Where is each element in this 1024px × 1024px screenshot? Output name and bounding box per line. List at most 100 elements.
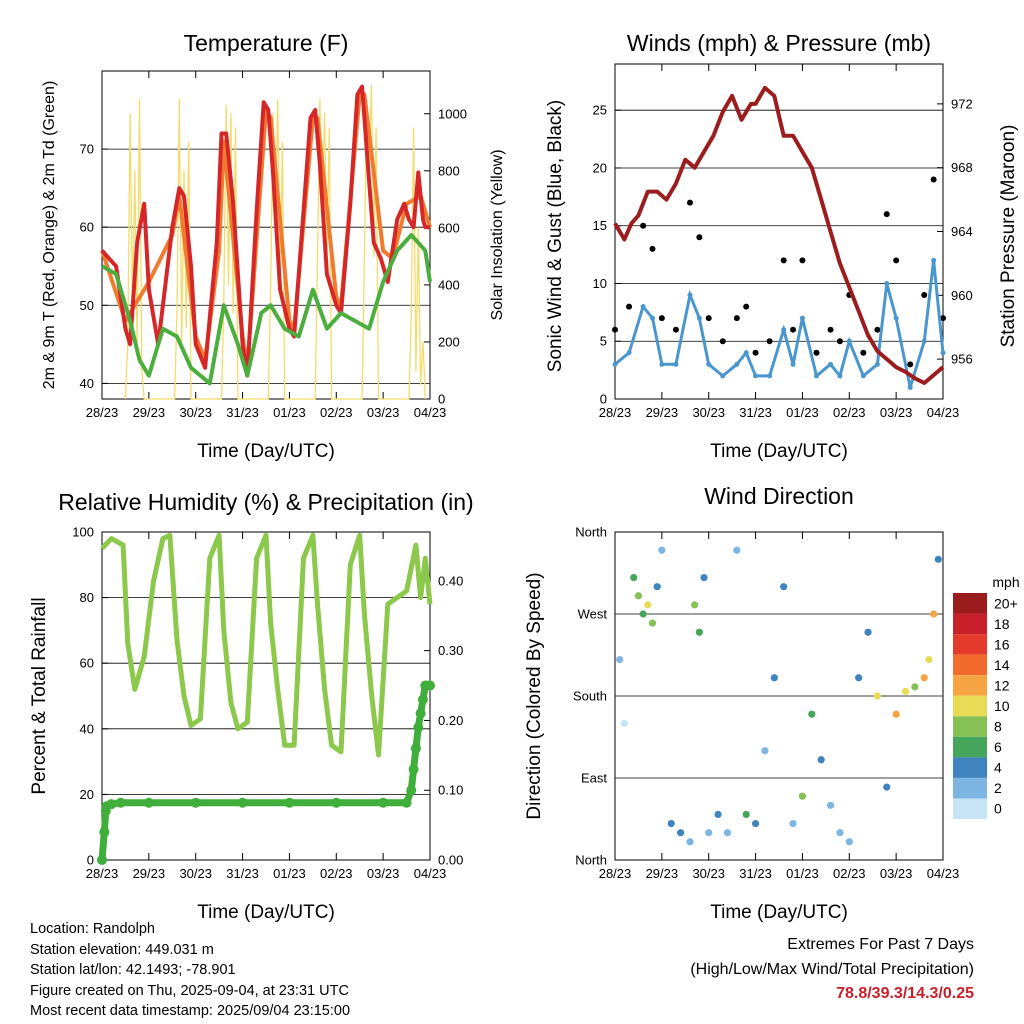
winds-y2-tick-label: 964 bbox=[951, 224, 973, 239]
gust-point bbox=[874, 326, 881, 333]
sonic-wind-point bbox=[696, 315, 702, 321]
colorbar-label: 4 bbox=[994, 760, 1002, 776]
direction-x-tick-label: 02/23 bbox=[833, 866, 866, 881]
winds-title: Winds (mph) & Pressure (mb) bbox=[627, 30, 931, 56]
colorbar-label: 6 bbox=[994, 739, 1002, 755]
rainfall-point bbox=[143, 797, 154, 808]
gust-point bbox=[612, 326, 618, 333]
direction-point bbox=[644, 601, 652, 609]
direction-x-tick-label: 04/23 bbox=[927, 866, 960, 881]
direction-point bbox=[930, 610, 938, 618]
rainfall-point bbox=[190, 797, 201, 808]
pressure-line bbox=[613, 85, 945, 385]
sonic-wind-line bbox=[614, 260, 945, 388]
temperature-y2-tick-label: 600 bbox=[438, 220, 460, 235]
gust-point bbox=[640, 222, 647, 229]
sonic-wind-point bbox=[874, 361, 880, 367]
gust-point bbox=[705, 315, 712, 322]
colorbar-swatch bbox=[953, 613, 987, 635]
direction-point bbox=[648, 619, 657, 627]
temperature-title: Temperature (F) bbox=[184, 30, 349, 56]
humidity-y2-tick-label: 0.10 bbox=[438, 783, 463, 798]
gust-point bbox=[921, 292, 928, 299]
humidity-x-tick-label: 01/23 bbox=[273, 866, 306, 881]
humidity-x-tick-label: 02/23 bbox=[320, 866, 353, 881]
winds-x-tick-label: 28/23 bbox=[599, 405, 632, 420]
sonic-wind-point bbox=[687, 292, 693, 298]
direction-x-tick-label: 03/23 bbox=[880, 866, 913, 881]
figure-created: Figure created on Thu, 2025-09-04, at 23… bbox=[30, 982, 349, 999]
gust-point bbox=[696, 234, 703, 241]
colorbar-swatch bbox=[953, 654, 987, 676]
winds-y-tick-label: 15 bbox=[593, 218, 607, 233]
direction-point bbox=[705, 829, 713, 837]
gust-point bbox=[813, 349, 820, 356]
direction-point bbox=[817, 756, 825, 764]
colorbar-title: mph bbox=[992, 574, 1019, 590]
direction-point bbox=[742, 810, 750, 819]
direction-point bbox=[901, 687, 910, 696]
station-elevation: Station elevation: 449.031 m bbox=[30, 941, 214, 958]
rainfall-point bbox=[378, 797, 389, 808]
rainfall-point bbox=[106, 799, 117, 810]
rainfall-point bbox=[284, 797, 295, 808]
direction-point bbox=[658, 546, 666, 554]
sonic-wind-point bbox=[734, 361, 740, 367]
sonic-wind-point bbox=[931, 257, 937, 263]
gust-point bbox=[686, 199, 693, 206]
direction-point bbox=[691, 601, 699, 609]
humidity-x-label: Time (Day/UTC) bbox=[197, 902, 335, 923]
sonic-wind-point bbox=[659, 361, 665, 367]
temperature-x-tick-label: 03/23 bbox=[367, 405, 400, 420]
direction-point bbox=[751, 819, 760, 828]
extremes-values: 78.8/39.3/14.3/0.25 bbox=[836, 985, 974, 1002]
temperature-y-label-left: 2m & 9m T (Red, Orange) & 2m Td (Green) bbox=[41, 81, 58, 390]
direction-point bbox=[733, 546, 741, 554]
sonic-wind-point bbox=[781, 327, 787, 333]
direction-point bbox=[845, 838, 853, 846]
colorbar-label: 12 bbox=[994, 677, 1010, 693]
winds-y2-tick-label: 968 bbox=[951, 160, 973, 175]
temperature-y-label-right: Solar Insolation (Yellow) bbox=[489, 149, 506, 320]
gust-point bbox=[883, 211, 890, 218]
direction-x-tick-label: 30/23 bbox=[692, 866, 725, 881]
temperature-y2-tick-label: 400 bbox=[438, 277, 460, 292]
rainfall-point bbox=[237, 797, 248, 808]
temperature-x-label: Time (Day/UTC) bbox=[197, 441, 335, 462]
temperature-series-2m-td bbox=[101, 233, 432, 386]
winds-y-tick-label: 20 bbox=[593, 160, 607, 175]
gust-point bbox=[799, 257, 806, 264]
direction-point bbox=[630, 573, 638, 582]
direction-x-tick-label: 01/23 bbox=[786, 866, 819, 881]
temperature-y2-tick-label: 0 bbox=[438, 392, 445, 407]
humidity-x-tick-label: 30/23 bbox=[179, 866, 212, 881]
direction-point bbox=[780, 583, 788, 591]
temperature-x-tick-label: 29/23 bbox=[133, 405, 166, 420]
direction-y-label-left: Direction (Colored By Speed) bbox=[524, 572, 545, 819]
sonic-wind-point bbox=[846, 338, 852, 344]
gust-point bbox=[649, 245, 656, 252]
relative-humidity-line bbox=[100, 532, 433, 758]
direction-point bbox=[892, 710, 900, 718]
winds-y2-tick-label: 972 bbox=[951, 96, 973, 111]
gust-point bbox=[780, 257, 787, 264]
direction-point bbox=[761, 747, 769, 755]
sonic-wind-point bbox=[720, 373, 726, 379]
sonic-wind-point bbox=[921, 338, 927, 344]
direction-point bbox=[667, 819, 675, 828]
colorbar-swatch bbox=[953, 634, 987, 655]
sonic-wind-point bbox=[884, 280, 890, 286]
gust-point bbox=[719, 338, 726, 345]
direction-y-tick-label: North bbox=[575, 853, 607, 868]
temperature-y-tick-label: 40 bbox=[80, 376, 94, 391]
humidity-y-tick-label: 80 bbox=[80, 590, 94, 605]
temperature-y2-tick-label: 1000 bbox=[438, 106, 467, 121]
colorbar-label: 8 bbox=[994, 719, 1002, 735]
gust-point bbox=[658, 315, 665, 322]
sonic-wind-point bbox=[743, 350, 749, 356]
colorbar-swatch bbox=[953, 695, 987, 717]
temperature-y-tick-label: 50 bbox=[80, 298, 94, 313]
colorbar-swatch bbox=[953, 593, 987, 614]
